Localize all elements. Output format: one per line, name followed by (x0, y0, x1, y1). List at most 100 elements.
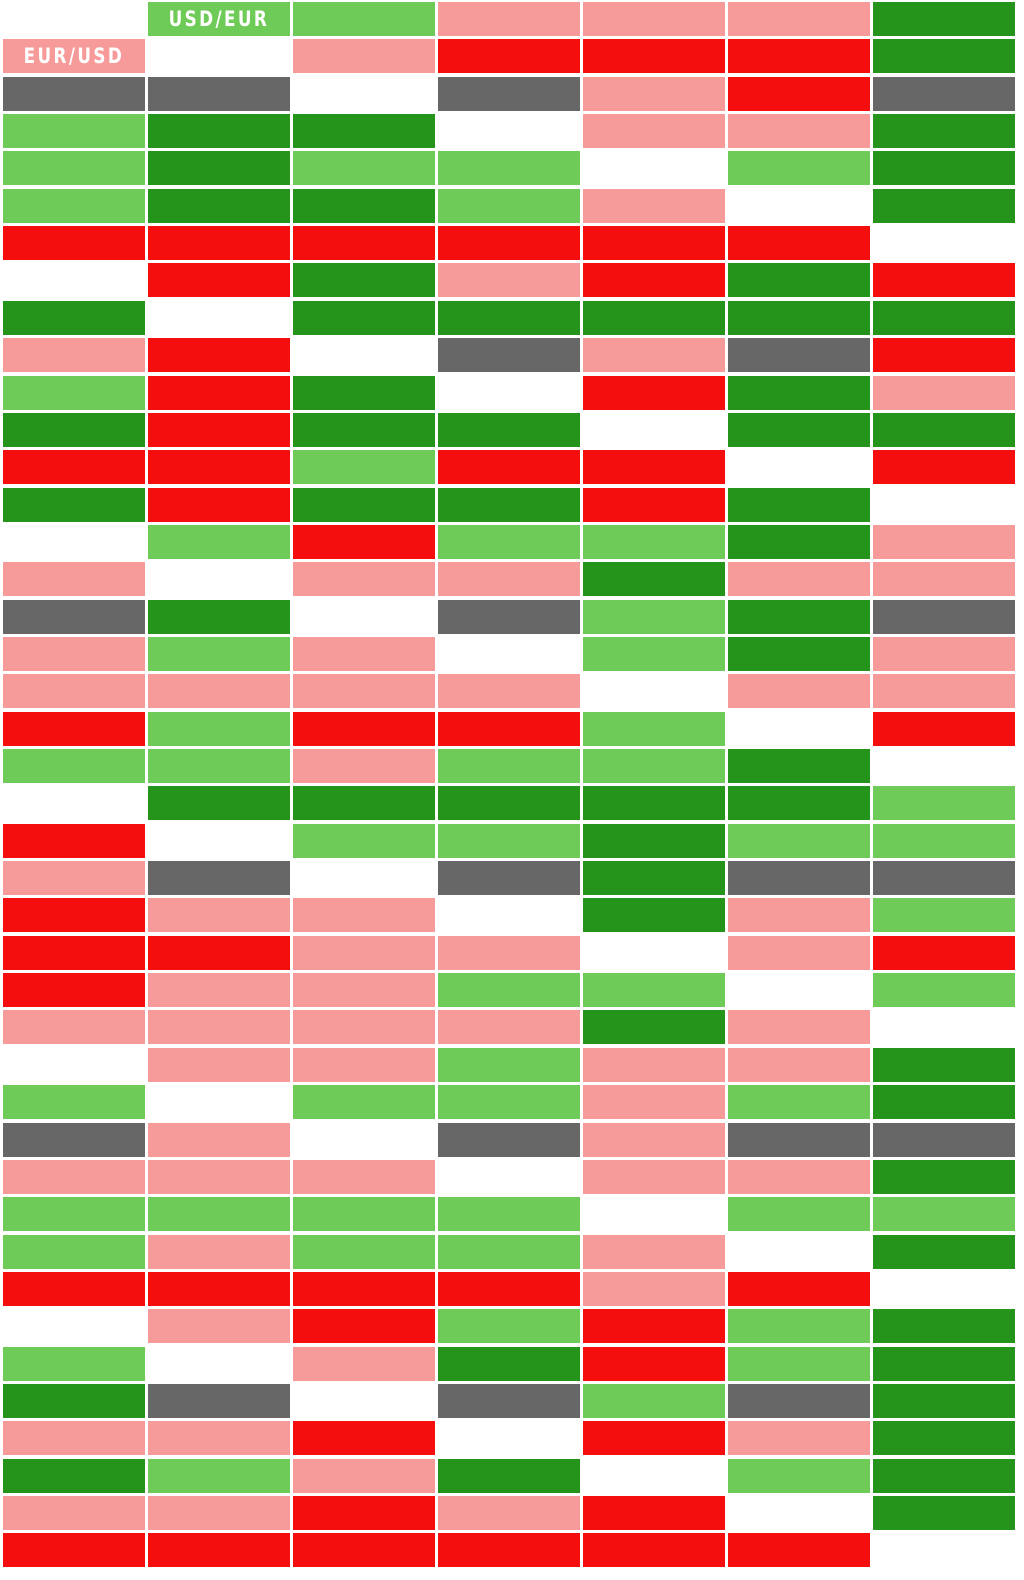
cell (3, 524, 145, 559)
cell (293, 263, 435, 298)
cell (293, 898, 435, 933)
cell (728, 76, 870, 111)
cell (438, 114, 580, 149)
cell (438, 749, 580, 783)
cell (583, 151, 725, 186)
cell (873, 450, 1015, 485)
cell (873, 524, 1015, 559)
cell (438, 1047, 580, 1082)
cell (293, 823, 435, 858)
cell (583, 1458, 725, 1493)
cell (3, 412, 145, 447)
cell (583, 1346, 725, 1381)
cell (583, 861, 725, 896)
cell (148, 151, 290, 186)
cell (3, 375, 145, 410)
cell (148, 1197, 290, 1232)
cell (583, 487, 725, 522)
cell (293, 711, 435, 746)
cell (3, 1271, 145, 1306)
cell (3, 1047, 145, 1082)
cell (438, 76, 580, 111)
cell (438, 338, 580, 373)
cell (3, 562, 145, 597)
cell (293, 1309, 435, 1344)
cell (873, 188, 1015, 223)
cell (148, 263, 290, 298)
cell-label: EUR/USD (23, 44, 125, 69)
cell (148, 1234, 290, 1269)
cell (728, 487, 870, 522)
cell (293, 1458, 435, 1493)
cell (3, 188, 145, 223)
cell (873, 263, 1015, 298)
cell (583, 1159, 725, 1194)
cell (293, 973, 435, 1008)
cell (583, 1234, 725, 1269)
cell (728, 599, 870, 634)
cell (438, 1159, 580, 1194)
cell (3, 1159, 145, 1194)
cell (728, 898, 870, 933)
cell (438, 674, 580, 709)
cell (873, 412, 1015, 447)
cell (873, 1159, 1015, 1194)
cell (438, 1010, 580, 1045)
cell (148, 487, 290, 522)
cell (148, 823, 290, 858)
cell (873, 823, 1015, 858)
cell (438, 1234, 580, 1269)
cell (728, 973, 870, 1008)
cell (293, 2, 435, 36)
cell (583, 524, 725, 559)
cell (293, 375, 435, 410)
cell (293, 1085, 435, 1120)
cell (3, 1346, 145, 1381)
cell (148, 375, 290, 410)
cell (583, 1421, 725, 1456)
cell (728, 151, 870, 186)
cell (148, 1122, 290, 1157)
cell (873, 973, 1015, 1008)
cell (728, 188, 870, 223)
cell (438, 1346, 580, 1381)
cell (438, 1421, 580, 1456)
cell (438, 487, 580, 522)
cell (3, 786, 145, 821)
cell (728, 1122, 870, 1157)
cell (583, 1271, 725, 1306)
cell (3, 1122, 145, 1157)
cell (438, 524, 580, 559)
cell (148, 1458, 290, 1493)
cell (873, 1122, 1015, 1157)
cell (148, 188, 290, 223)
cell (148, 338, 290, 373)
cell (438, 300, 580, 335)
cell (3, 636, 145, 671)
cell (3, 711, 145, 746)
cell (148, 973, 290, 1008)
cell (293, 1010, 435, 1045)
cell (583, 263, 725, 298)
cell (728, 114, 870, 149)
cell (873, 338, 1015, 373)
cell (293, 1496, 435, 1530)
cell (728, 786, 870, 821)
cell (728, 636, 870, 671)
cell (293, 599, 435, 634)
cell (148, 898, 290, 933)
cell (873, 1533, 1015, 1568)
cell (583, 1085, 725, 1120)
cell (438, 226, 580, 261)
cell (148, 749, 290, 783)
cell (3, 1085, 145, 1120)
cell (148, 114, 290, 149)
cell (148, 861, 290, 896)
cell (583, 450, 725, 485)
cell (873, 1309, 1015, 1344)
cell (873, 487, 1015, 522)
cell (583, 898, 725, 933)
cell (438, 39, 580, 74)
cell (438, 1085, 580, 1120)
